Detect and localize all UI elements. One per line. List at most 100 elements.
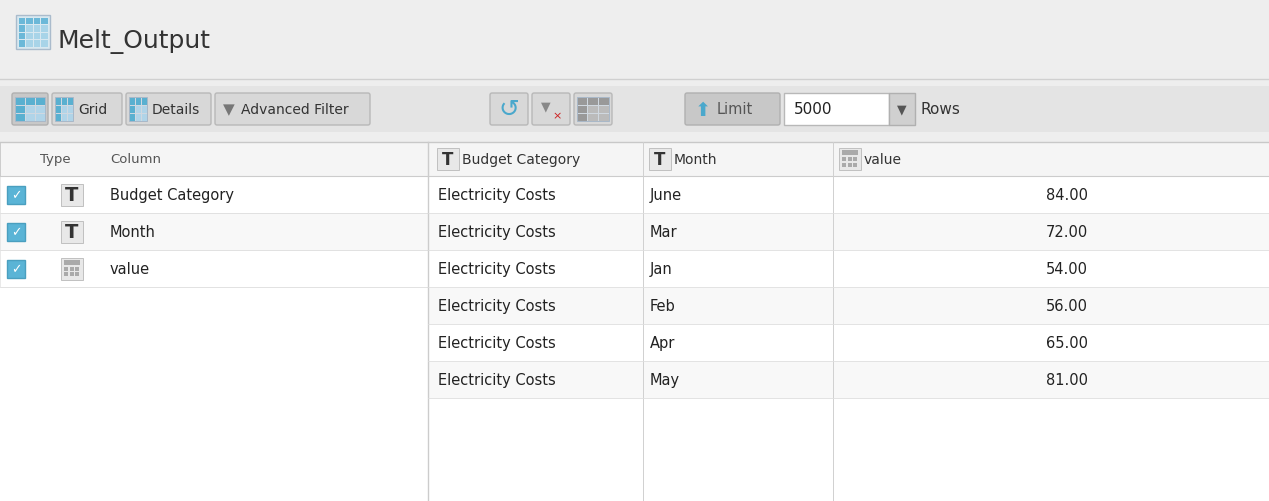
Bar xyxy=(67,114,72,121)
Bar xyxy=(142,98,146,105)
Bar xyxy=(25,19,33,25)
Bar xyxy=(843,151,858,156)
Bar xyxy=(784,94,890,126)
Text: 54.00: 54.00 xyxy=(1046,262,1088,277)
Bar xyxy=(853,163,857,167)
Text: Month: Month xyxy=(110,224,156,239)
Bar xyxy=(15,98,44,122)
FancyBboxPatch shape xyxy=(126,94,211,126)
Bar xyxy=(36,106,44,113)
Bar xyxy=(63,267,69,271)
Bar xyxy=(41,34,47,40)
Bar xyxy=(61,258,82,280)
Bar xyxy=(67,98,72,105)
Bar xyxy=(136,114,141,121)
Text: ✓: ✓ xyxy=(10,225,22,238)
Text: Month: Month xyxy=(674,153,717,167)
Text: Jan: Jan xyxy=(650,262,673,277)
Text: Rows: Rows xyxy=(921,102,961,117)
Bar xyxy=(577,106,588,113)
Text: ⬆: ⬆ xyxy=(695,100,712,119)
Bar xyxy=(428,143,1269,177)
Text: Electricity Costs: Electricity Costs xyxy=(438,188,556,202)
Bar xyxy=(41,19,47,25)
Bar xyxy=(843,158,846,162)
Bar xyxy=(16,16,49,50)
Bar xyxy=(25,114,34,121)
Bar xyxy=(67,106,72,113)
Text: Apr: Apr xyxy=(650,335,675,350)
Bar xyxy=(839,149,860,171)
Text: Limit: Limit xyxy=(717,102,754,117)
Text: Column: Column xyxy=(110,153,161,166)
Bar xyxy=(8,186,25,204)
Bar xyxy=(61,98,66,105)
Text: Electricity Costs: Electricity Costs xyxy=(438,372,556,387)
Bar xyxy=(848,158,851,162)
Text: ×: × xyxy=(552,111,561,121)
Bar xyxy=(129,114,135,121)
Text: 72.00: 72.00 xyxy=(1046,224,1088,239)
Bar xyxy=(0,177,428,213)
Bar xyxy=(36,114,44,121)
FancyBboxPatch shape xyxy=(214,94,371,126)
Bar xyxy=(428,361,1269,398)
FancyBboxPatch shape xyxy=(685,94,780,126)
Bar xyxy=(428,250,1269,288)
Text: 84.00: 84.00 xyxy=(1046,188,1088,202)
Bar xyxy=(129,98,135,105)
Bar xyxy=(588,106,598,113)
Bar xyxy=(15,106,24,113)
Bar xyxy=(0,143,428,177)
Bar xyxy=(0,250,428,288)
Text: T: T xyxy=(443,151,454,169)
Bar xyxy=(75,267,79,271)
Text: value: value xyxy=(110,262,150,277)
Text: May: May xyxy=(650,372,680,387)
Bar xyxy=(70,273,74,277)
Text: T: T xyxy=(655,151,666,169)
Bar xyxy=(36,98,44,105)
Bar xyxy=(136,106,141,113)
Text: Grid: Grid xyxy=(77,103,108,117)
Text: June: June xyxy=(650,188,683,202)
Bar xyxy=(15,98,24,105)
Bar xyxy=(0,143,1269,501)
Text: Electricity Costs: Electricity Costs xyxy=(438,335,556,350)
Bar xyxy=(0,0,1269,80)
Bar xyxy=(577,114,588,121)
Bar xyxy=(63,273,69,277)
Text: Feb: Feb xyxy=(650,299,676,313)
Bar xyxy=(15,114,24,121)
Bar xyxy=(19,19,25,25)
Bar xyxy=(33,41,41,48)
Bar xyxy=(55,98,74,122)
FancyBboxPatch shape xyxy=(574,94,612,126)
Text: 5000: 5000 xyxy=(794,102,832,117)
Text: ↺: ↺ xyxy=(499,98,519,122)
Text: Mar: Mar xyxy=(650,224,678,239)
Bar xyxy=(428,213,1269,250)
Text: 81.00: 81.00 xyxy=(1046,372,1088,387)
Bar xyxy=(33,19,41,25)
Text: ✓: ✓ xyxy=(10,263,22,276)
Bar xyxy=(63,260,80,265)
Bar xyxy=(25,106,34,113)
Text: Electricity Costs: Electricity Costs xyxy=(438,224,556,239)
Bar xyxy=(599,98,609,105)
Bar xyxy=(129,106,135,113)
Text: 56.00: 56.00 xyxy=(1046,299,1088,313)
Bar xyxy=(56,114,61,121)
Bar xyxy=(19,34,25,40)
Bar xyxy=(56,106,61,113)
Text: value: value xyxy=(864,153,902,167)
Bar xyxy=(41,26,47,33)
Bar xyxy=(61,184,82,206)
Bar xyxy=(33,34,41,40)
Bar xyxy=(41,41,47,48)
Bar xyxy=(599,114,609,121)
Bar xyxy=(0,213,428,250)
FancyBboxPatch shape xyxy=(532,94,570,126)
Bar xyxy=(75,273,79,277)
Text: Electricity Costs: Electricity Costs xyxy=(438,262,556,277)
